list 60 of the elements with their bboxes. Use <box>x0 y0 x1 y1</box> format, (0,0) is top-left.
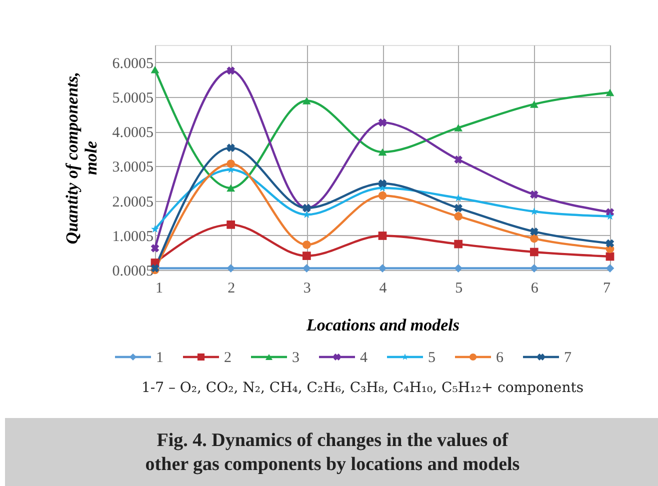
point <box>454 212 463 221</box>
point <box>302 97 311 104</box>
point <box>454 155 462 164</box>
point <box>151 224 159 233</box>
x-tick-label: 6 <box>530 280 539 296</box>
x-tick-label: 4 <box>379 280 388 296</box>
x-tick-label: 5 <box>455 280 463 296</box>
point <box>454 204 462 212</box>
y-tick-label: 1.0005 <box>112 228 154 245</box>
point <box>606 88 614 96</box>
point <box>454 240 463 248</box>
point <box>606 212 614 220</box>
point <box>530 248 538 256</box>
legend-label: 3 <box>292 350 300 366</box>
point <box>226 66 235 75</box>
point <box>378 179 387 188</box>
y-tick-label: 5.0005 <box>112 90 154 106</box>
point <box>530 234 538 243</box>
legend-label: 2 <box>224 350 232 366</box>
point <box>150 244 160 252</box>
point <box>530 190 538 199</box>
point <box>530 100 538 108</box>
y-tick-label: 2.0005 <box>112 194 154 210</box>
x-tick-label: 7 <box>603 280 611 296</box>
point <box>378 264 387 272</box>
legend-label: 1 <box>156 350 164 366</box>
point <box>530 227 538 236</box>
legend-label: 4 <box>360 350 368 366</box>
caption: Fig. 4. Dynamics of changes in the values of other gas components by locations and models <box>145 430 520 475</box>
point <box>378 148 387 156</box>
point <box>302 264 311 272</box>
legend-label: 6 <box>496 350 504 366</box>
point <box>378 118 387 127</box>
x-tick-label: 3 <box>303 280 311 296</box>
point <box>454 264 463 272</box>
text: 1-7 – O₂, CO₂, N₂, CH₄, C₂H₆, C₃H₈, C₄H₁₀, C₅H₁₂+ components <box>141 380 584 396</box>
x-axis-title: Locations and models <box>305 316 460 334</box>
point <box>226 184 236 192</box>
legend-label: 5 <box>428 350 436 366</box>
point <box>378 232 387 240</box>
point <box>226 220 236 229</box>
point <box>378 191 387 200</box>
point <box>226 160 236 168</box>
point <box>302 210 311 218</box>
point <box>530 264 538 272</box>
point <box>226 264 236 272</box>
point <box>302 240 311 249</box>
point <box>302 252 311 260</box>
x-tick-label: 2 <box>228 280 236 296</box>
y-tick-label: 6.0005 <box>112 56 154 72</box>
y-tick-label: 4.0005 <box>112 125 154 142</box>
x-tick-label: 1 <box>156 280 163 296</box>
point <box>454 124 463 132</box>
point <box>226 144 235 152</box>
point <box>606 264 614 272</box>
y-tick-label: 0.0005 <box>112 264 154 280</box>
y-tick-label: 3.0005 <box>112 160 154 176</box>
point <box>606 239 614 248</box>
y-axis-title: Quantity of components, mole <box>62 72 100 244</box>
legend-label: 7 <box>564 350 572 366</box>
